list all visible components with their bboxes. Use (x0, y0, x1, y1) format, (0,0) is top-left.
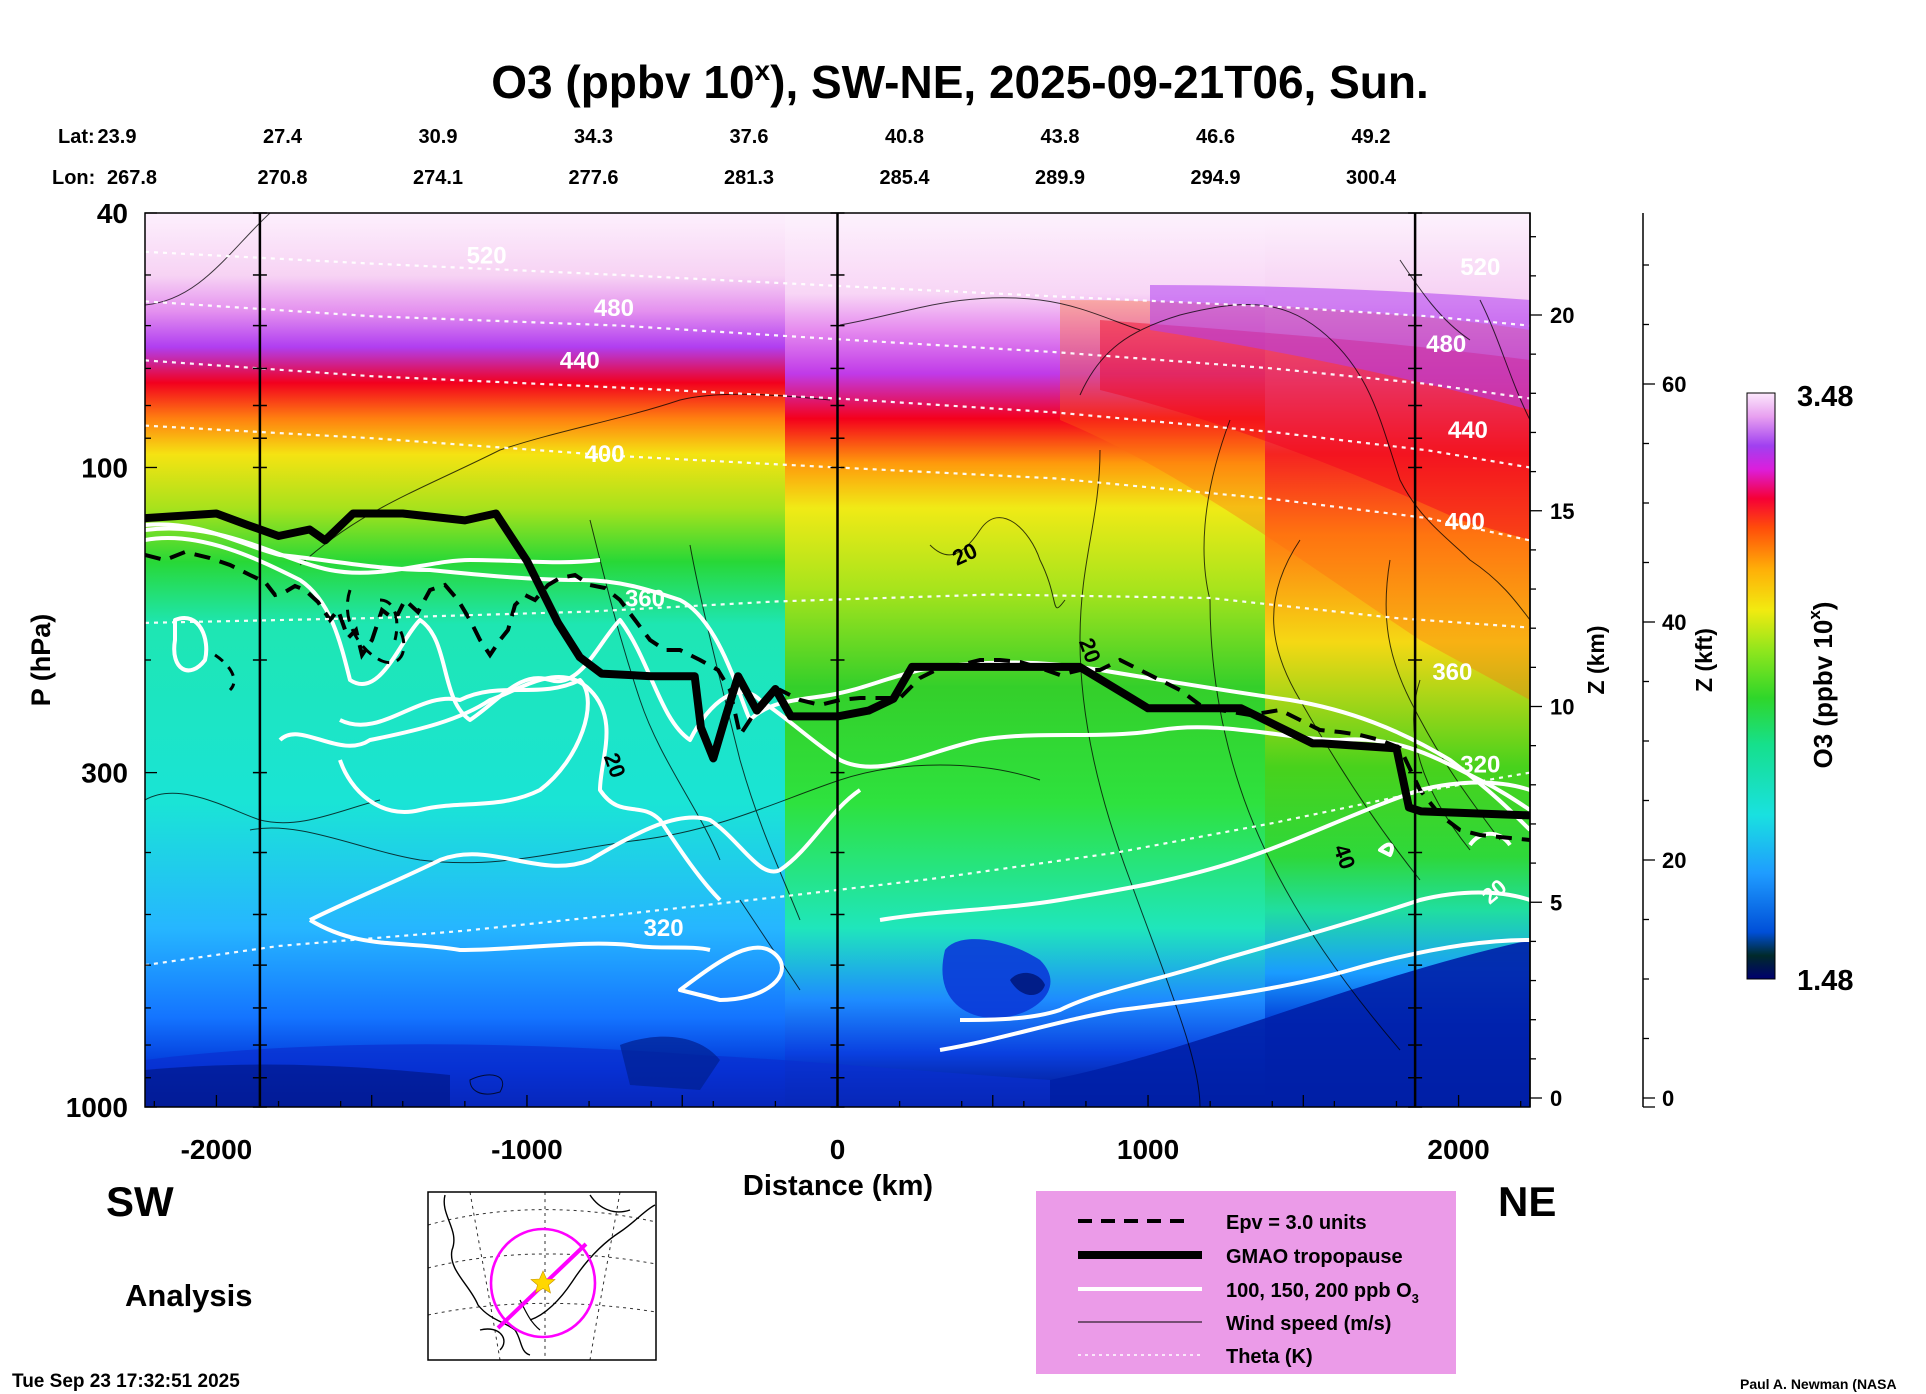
station-lines (252, 212, 1423, 1108)
z-kft-tick-label: 0 (1662, 1086, 1674, 1111)
y-tick-label: 40 (97, 198, 128, 229)
legend-wind: Wind speed (m/s) (1226, 1313, 1391, 1335)
x-tick-label: 2000 (1427, 1134, 1489, 1165)
legend-o3: 100, 150, 200 ppb O3 (1226, 1280, 1419, 1306)
station-lat: 27.4 (263, 126, 303, 148)
station-lon: 274.1 (413, 167, 463, 189)
theta-line (145, 424, 1530, 542)
colorbar-min-label: 1.48 (1797, 965, 1853, 997)
station-lat: 49.2 (1352, 126, 1391, 148)
theta-label: 440 (560, 347, 600, 374)
station-lon: 294.9 (1190, 167, 1240, 189)
star-icon (530, 1270, 556, 1294)
station-lat: 46.6 (1196, 126, 1235, 148)
theta-line (145, 250, 1530, 327)
z-kft-tick-label: 20 (1662, 848, 1686, 873)
lat-label: Lat: (58, 126, 95, 148)
theta-line (145, 593, 1530, 629)
z-km-tick-label: 15 (1550, 499, 1574, 524)
z-km-label: Z (km) (1583, 626, 1609, 695)
theta-label: 320 (1460, 752, 1500, 779)
station-lon: 270.8 (257, 167, 307, 189)
theta-label: 520 (467, 243, 507, 270)
colorbar (1746, 392, 1776, 980)
theta-label: 400 (1445, 508, 1485, 535)
theta-label: 400 (585, 441, 625, 468)
theta-label: 520 (1460, 254, 1500, 281)
z-kft-label: Z (kft) (1691, 628, 1717, 692)
station-lon: 285.4 (879, 167, 930, 189)
station-lon: 300.4 (1346, 167, 1397, 189)
station-lon: 281.3 (724, 167, 774, 189)
theta-label: 480 (594, 295, 634, 322)
station-lon: 277.6 (568, 167, 618, 189)
station-lon: 289.9 (1035, 167, 1085, 189)
z-kft-tick-label: 40 (1662, 610, 1686, 635)
theta-label: 360 (625, 586, 665, 613)
station-header: 23.9 267.8 27.4 270.8 30.9 274.1 34.3 277.6 37.6… (98, 126, 1397, 189)
x-tick-label: 0 (830, 1134, 846, 1165)
legend-tropopause: GMAO tropopause (1226, 1246, 1403, 1268)
x-tick-label: 1000 (1117, 1134, 1179, 1165)
credit: Paul A. Newman (NASA (1740, 1376, 1897, 1392)
theta-line (145, 771, 1530, 967)
y-tick-label: 300 (81, 758, 128, 789)
legend-theta: Theta (K) (1226, 1346, 1313, 1368)
theta-label: 480 (1426, 331, 1466, 358)
tropopause-line (145, 509, 1530, 820)
x-axis-label: Distance (km) (743, 1170, 933, 1202)
z-km-tick-label: 5 (1550, 890, 1562, 915)
theta-label: 360 (1432, 659, 1472, 686)
theta-label: 440 (1448, 417, 1488, 444)
z-kft-tick-label: 60 (1662, 372, 1686, 397)
x-tick-label: -1000 (491, 1134, 563, 1165)
ne-label: NE (1498, 1178, 1556, 1225)
colorbar-label: O3 (ppbv 10x) (1805, 602, 1838, 769)
theta-line (145, 300, 1530, 400)
theta-label: 320 (644, 915, 684, 942)
legend-epv: Epv = 3.0 units (1226, 1212, 1367, 1234)
z-kft-axis: 0 20 40 60 (1642, 213, 1686, 1111)
sw-label: SW (106, 1178, 174, 1225)
station-lat: 43.8 (1041, 126, 1080, 148)
y-tick-label: 1000 (66, 1092, 128, 1123)
inset-map (427, 1191, 657, 1361)
y-tick-label: 100 (81, 452, 128, 483)
z-km-tick-label: 0 (1550, 1086, 1562, 1111)
colorbar-max-label: 3.48 (1797, 381, 1853, 413)
station-lat: 40.8 (885, 126, 924, 148)
z-km-tick-label: 10 (1550, 695, 1574, 720)
x-axis: -2000 -1000 0 1000 2000 (153, 1095, 1522, 1165)
station-lon: 267.8 (107, 167, 157, 189)
z-km-tick-label: 20 (1550, 303, 1574, 328)
theta-labels: 520 480 440 400 360 320 520 480 440 400 360 320 (467, 243, 1501, 942)
z-km-axis: 0 5 10 15 20 (1529, 213, 1574, 1111)
station-lat: 30.9 (419, 126, 458, 148)
y-axis: 40 100 300 1000 (66, 198, 157, 1123)
station-lat: 34.3 (574, 126, 613, 148)
timestamp: Tue Sep 23 17:32:51 2025 (12, 1371, 240, 1392)
station-lat: 37.6 (730, 126, 769, 148)
lon-label: Lon: (52, 167, 95, 189)
legend: Epv = 3.0 units GMAO tropopause 100, 150… (1036, 1191, 1456, 1374)
x-tick-label: -2000 (181, 1134, 253, 1165)
theta-line (145, 359, 1530, 469)
y-axis-label: P (hPa) (26, 614, 56, 707)
chart-title: O3 (ppbv 10x), SW-NE, 2025-09-21T06, Sun… (491, 55, 1429, 108)
station-lat: 23.9 (98, 126, 137, 148)
analysis-label: Analysis (125, 1278, 253, 1313)
